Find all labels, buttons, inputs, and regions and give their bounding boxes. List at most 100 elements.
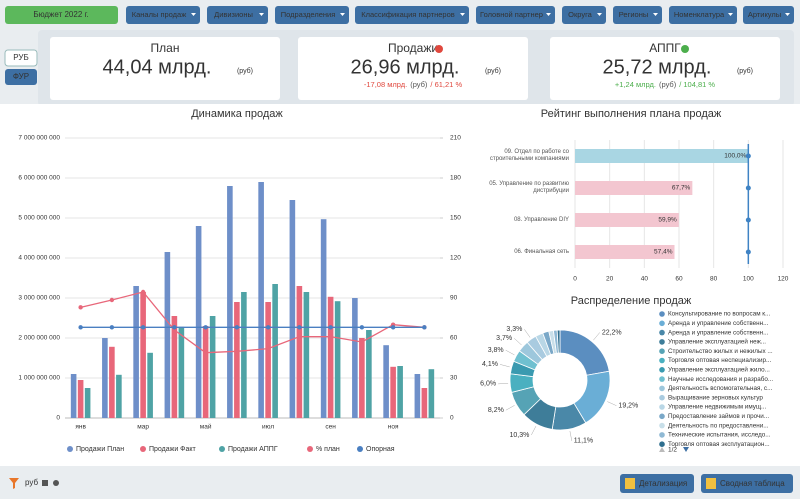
- legend-label: Строительство жилых и нежилых ...: [668, 348, 773, 355]
- dropdown-arrow: [597, 13, 602, 16]
- filter-dropdown[interactable]: [613, 6, 662, 24]
- bar: [272, 284, 278, 418]
- line-point: [109, 325, 115, 330]
- delta-pct: / 104,81 %: [679, 80, 715, 89]
- filter-dropdown[interactable]: [126, 6, 200, 24]
- line-point: [234, 325, 240, 330]
- filter-dropdown[interactable]: [669, 6, 737, 24]
- kpi-card: [550, 37, 780, 100]
- x-tick-label: 100: [743, 276, 754, 283]
- filter-dropdown[interactable]: [355, 6, 469, 24]
- category-label-box: 08. Управление DIY: [513, 216, 569, 223]
- bar: [289, 200, 296, 418]
- chart-title: Динамика продаж: [191, 108, 283, 120]
- filter-dropdown[interactable]: [275, 6, 349, 24]
- settings-icon[interactable]: [53, 480, 59, 486]
- line-point: [265, 346, 271, 351]
- bar: [171, 316, 178, 418]
- dropdown-arrow: [460, 13, 465, 16]
- bar: [296, 286, 303, 418]
- delta-unit: (руб): [659, 80, 677, 89]
- x-tick-label: сен: [325, 424, 336, 431]
- pie-value-label: 11,1%: [574, 438, 593, 445]
- bar: [70, 374, 77, 418]
- kpi-delta: +1,24 млрд. (руб)/ 104,81 %: [615, 80, 715, 89]
- bar: [234, 302, 240, 418]
- filter-label: Подразделения: [281, 10, 336, 19]
- footer-button[interactable]: [701, 474, 793, 493]
- legend-label: Консультирование по вопросам к...: [668, 311, 771, 318]
- legend-label: Деятельность по предоставлени...: [668, 422, 769, 429]
- filter-label: Регионы: [619, 10, 648, 19]
- kpi-card: [298, 37, 528, 100]
- legend-label: Управление эксплуатацией неж...: [668, 338, 766, 346]
- legend-label: Опорная: [366, 446, 395, 453]
- y2-tick-label: 60: [450, 335, 458, 342]
- legend-next[interactable]: [683, 447, 689, 452]
- legend-label: Аренда и управление собственн...: [668, 319, 769, 327]
- legend-marker: [140, 446, 146, 452]
- y2-tick-label: 0: [450, 415, 454, 422]
- chart-title: Распределение продаж: [571, 295, 692, 307]
- footer-button[interactable]: [620, 474, 694, 493]
- pie-value-label: 6,0%: [480, 381, 496, 388]
- save-icon[interactable]: [42, 480, 48, 486]
- pie-leader: [505, 405, 515, 411]
- bar: [77, 380, 84, 418]
- currency-label: РУБ: [13, 53, 29, 62]
- bar: [133, 286, 139, 418]
- filter-dropdown[interactable]: [743, 6, 794, 24]
- pie-value-label: 4,1%: [482, 361, 498, 368]
- category-label: 08. Управление DIY: [513, 216, 569, 223]
- legend-label: Торговля оптовая эксплуатацион...: [668, 441, 770, 448]
- line-point: [390, 325, 396, 330]
- legend-label: Выращивание зерновых культур: [668, 394, 763, 401]
- pie-slice: [556, 329, 561, 354]
- x-tick-label: 60: [675, 276, 683, 283]
- filter-dropdown[interactable]: [207, 6, 268, 24]
- legend-label: Управление эксплуатацией жило...: [668, 365, 770, 373]
- bar: [147, 352, 153, 418]
- pie-leader: [499, 364, 510, 368]
- y-tick-label: 4 000 000 000: [18, 255, 60, 262]
- line-point: [172, 325, 177, 330]
- bar: [109, 346, 115, 418]
- dropdown-arrow: [259, 13, 264, 16]
- kpi-unit: (руб): [737, 67, 753, 75]
- rating-bar: [575, 181, 693, 195]
- legend-marker: [659, 422, 665, 429]
- line-point: [297, 325, 302, 330]
- pie-leader: [513, 338, 522, 346]
- currency-fur[interactable]: [5, 69, 37, 85]
- pie-value-label: 8,2%: [488, 407, 504, 414]
- legend-marker: [659, 348, 665, 355]
- x-tick-label: май: [200, 423, 212, 431]
- y2-tick-label: 150: [450, 215, 461, 222]
- y-tick-label: 1 000 000 000: [18, 375, 60, 382]
- line-series: [80, 291, 425, 354]
- line-point: [328, 325, 333, 330]
- category-label: 05. Управление по развитию дистрибуции: [489, 181, 569, 194]
- budget-button[interactable]: [5, 6, 118, 24]
- legend-prev[interactable]: [659, 447, 665, 452]
- filter-icon[interactable]: [9, 478, 19, 489]
- currency-rub[interactable]: [4, 49, 38, 67]
- bar: [383, 345, 389, 418]
- bar: [390, 366, 396, 418]
- legend-label: Управление недвижимым имущ...: [668, 404, 767, 411]
- category-label-box: 05. Управление по развитию дистрибуции: [489, 181, 569, 194]
- reference-point: [745, 217, 751, 223]
- x-tick-label: янв: [75, 424, 86, 431]
- legend-marker: [659, 394, 665, 401]
- filter-dropdown[interactable]: [476, 6, 555, 24]
- filter-dropdown[interactable]: [562, 6, 606, 24]
- line-point: [140, 325, 146, 330]
- legend-marker: [659, 432, 665, 438]
- y2-tick-label: 30: [450, 375, 458, 382]
- rating-bar: [575, 245, 675, 259]
- legend-marker: [659, 320, 665, 327]
- line-point: [109, 297, 115, 303]
- kpi-unit: (руб): [237, 67, 253, 75]
- line-point: [78, 305, 83, 310]
- x-tick-label: 0: [573, 276, 577, 283]
